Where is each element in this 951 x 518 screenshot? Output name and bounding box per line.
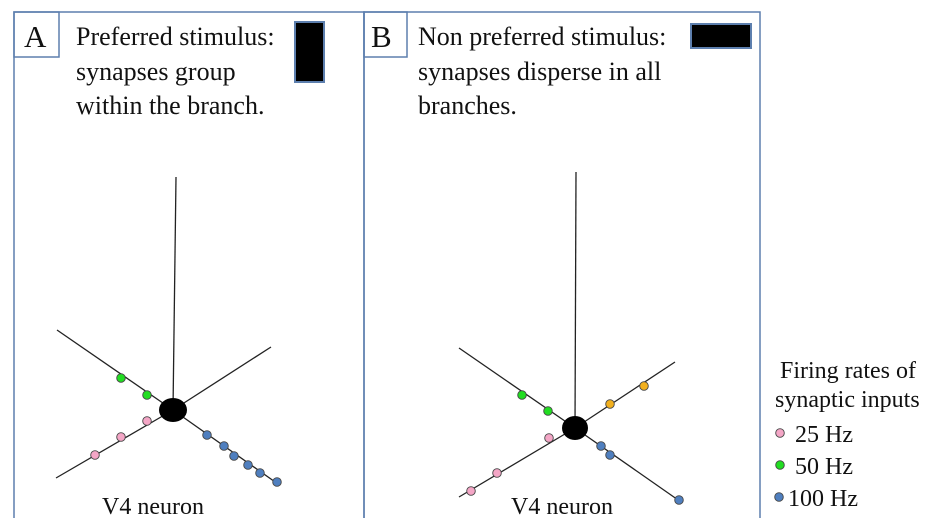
- legend-label-100hz: 100 Hz: [788, 486, 858, 512]
- panel-a-synapse-25hz: [90, 450, 100, 460]
- panel-b-soma: [562, 416, 588, 440]
- panel-b-dendrite-lower-right: [574, 427, 682, 503]
- panel-a-dendrite-upper-left: [56, 329, 174, 411]
- panel-a-soma: [159, 398, 187, 422]
- panel-b-border: [363, 11, 761, 518]
- panel-a-synapse-100hz: [272, 477, 282, 487]
- panel-b: B Non preferred stimulus: synapses dispe…: [363, 11, 761, 518]
- panel-a-synapse-50hz: [116, 373, 126, 383]
- panel-b-synapse-25hz: [466, 486, 476, 496]
- panel-a-dendrite-upper-right: [172, 346, 272, 411]
- legend-label-50hz: 50 Hz: [795, 454, 853, 480]
- panel-b-caption-line-3: branches.: [418, 91, 517, 120]
- panel-a-dendrite-apical: [172, 176, 177, 411]
- panel-b-synapse-100hz: [674, 495, 684, 505]
- panel-b-dendrite-upper-right: [574, 361, 676, 429]
- panel-a-synapse-100hz: [243, 460, 253, 470]
- panel-a-caption-line-2: synapses group: [76, 57, 236, 86]
- panel-a: A Preferred stimulus: synapses group wit…: [13, 11, 365, 518]
- panel-a-synapse-100hz: [219, 441, 229, 451]
- panel-a-letter: A: [24, 19, 47, 54]
- legend-swatch-50hz: [775, 460, 785, 470]
- legend-swatch-100hz: [774, 492, 784, 502]
- panel-a-neuron-label: V4 neuron: [102, 494, 204, 518]
- panel-a-synapse-25hz: [116, 432, 126, 442]
- legend-title-line-2: synaptic inputs: [775, 387, 920, 413]
- legend-label-25hz: 25 Hz: [795, 422, 853, 448]
- panel-a-synapse-100hz: [229, 451, 239, 461]
- panel-b-caption-line-1: Non preferred stimulus:: [418, 22, 666, 51]
- panel-a-caption-line-1: Preferred stimulus:: [76, 22, 275, 51]
- panel-a-synapse-100hz: [255, 468, 265, 478]
- panel-a-stimulus-bar: [294, 21, 325, 83]
- legend-title-line-1: Firing rates of: [780, 358, 916, 384]
- panel-b-letter-box: [363, 11, 408, 58]
- panel-b-stimulus-bar: [690, 23, 752, 49]
- panel-b-letter: B: [371, 19, 392, 54]
- panel-b-synapse-100hz: [596, 441, 606, 451]
- panel-b-synapse-50hz: [517, 390, 527, 400]
- panel-a-border: [13, 11, 365, 518]
- legend-swatch-25hz: [775, 428, 785, 438]
- panel-a-dendrite-lower-left: [55, 409, 174, 479]
- panel-b-dendrite-apical: [574, 171, 577, 429]
- panel-b-synapse-other: [639, 381, 649, 391]
- panel-b-dendrite-lower-left: [458, 427, 576, 498]
- legend: Firing rates of synaptic inputs 25 Hz 50…: [774, 358, 920, 512]
- panel-a-letter-box: [13, 11, 60, 58]
- panel-b-synapse-100hz: [605, 450, 615, 460]
- panel-b-synapse-25hz: [544, 433, 554, 443]
- panel-a-synapse-50hz: [142, 390, 152, 400]
- panel-b-synapse-25hz: [492, 468, 502, 478]
- panel-b-synapse-other: [605, 399, 615, 409]
- panel-b-synapse-50hz: [543, 406, 553, 416]
- panel-a-synapse-25hz: [142, 416, 152, 426]
- panel-a-caption-line-3: within the branch.: [76, 91, 264, 120]
- panel-b-dendrite-upper-left: [458, 347, 576, 429]
- panel-a-synapse-100hz: [202, 430, 212, 440]
- panel-b-neuron-label: V4 neuron: [511, 494, 613, 518]
- panel-b-caption-line-2: synapses disperse in all: [418, 57, 661, 86]
